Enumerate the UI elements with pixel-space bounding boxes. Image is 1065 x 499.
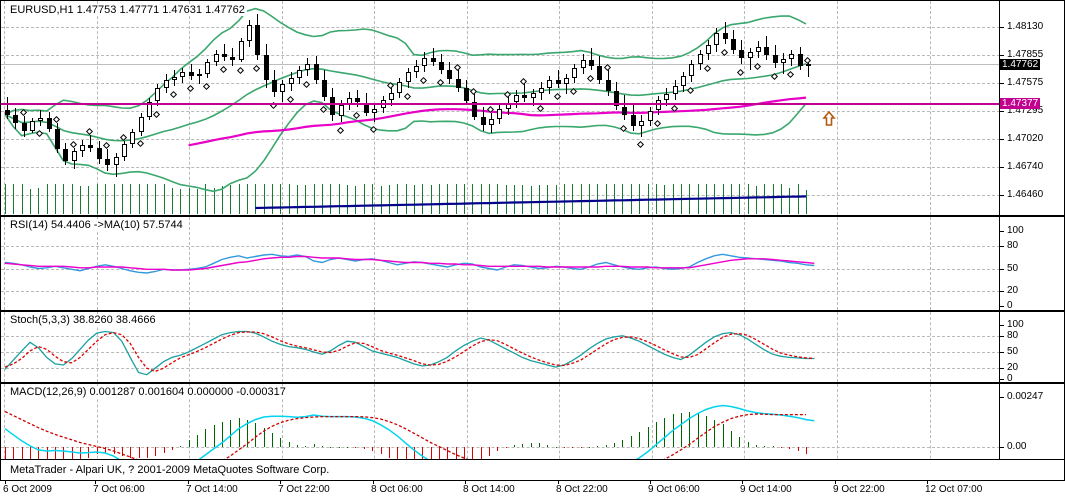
price-chart-panel[interactable]: EURUSD,H1 1.47753 1.47771 1.47631 1.4776… — [0, 0, 1065, 216]
stochastic-axis-label: 100 — [1007, 319, 1024, 330]
last-price-label: 1.47762 — [1000, 59, 1041, 71]
time-axis-label: 8 Oct 06:00 — [371, 484, 423, 495]
time-axis-label: 7 Oct 14:00 — [186, 484, 238, 495]
macd-axis-label: 0.00247 — [1007, 391, 1044, 402]
status-bar-text: MetaTrader - Alpari UK, ? 2001-2009 Meta… — [10, 464, 330, 476]
price-axis-label: 1.47295 — [1007, 105, 1044, 116]
time-axis-label: 8 Oct 14:00 — [463, 484, 515, 495]
rsi-axis[interactable]: 100 80 50 20 0 — [999, 217, 1064, 311]
price-axis-label: 1.48130 — [1007, 21, 1044, 33]
time-axis-label: 9 Oct 14:00 — [740, 484, 792, 495]
time-axis-label: 9 Oct 22:00 — [833, 484, 885, 495]
rsi-axis-label: 50 — [1007, 262, 1019, 274]
macd-axis-label: 0.00 — [1007, 440, 1027, 452]
stochastic-panel[interactable]: Stoch(5,3,3) 38.8260 38.4666 100 80 50 20 0 — [0, 311, 1065, 384]
stochastic-title: Stoch(5,3,3) 38.8260 38.4666 — [8, 314, 158, 326]
rsi-axis-label: 20 — [1007, 285, 1019, 296]
time-axis-label: 9 Oct 06:00 — [648, 484, 700, 495]
time-axis-label: 6 Oct 2009 — [3, 484, 52, 495]
rsi-axis-label: 0 — [1007, 300, 1013, 311]
time-axis-label: 12 Oct 07:00 — [925, 484, 983, 495]
status-bar: MetaTrader - Alpari UK, ? 2001-2009 Meta… — [1, 459, 1064, 480]
stochastic-axis[interactable]: 100 80 50 20 0 — [999, 312, 1064, 384]
time-axis-label: 7 Oct 22:00 — [278, 484, 330, 495]
price-axis-label: 1.46460 — [1007, 188, 1044, 200]
price-axis-label: 1.47020 — [1007, 132, 1044, 144]
horizontal-price-line — [1, 102, 1000, 105]
rsi-axis-label: 80 — [1007, 240, 1019, 251]
stochastic-axis-label: 20 — [1007, 362, 1019, 374]
price-axis-label: 1.47575 — [1007, 76, 1044, 88]
symbol-header: EURUSD,H1 1.47753 1.47771 1.47631 1.4776… — [8, 4, 247, 16]
rsi-axis-label: 100 — [1007, 225, 1024, 236]
rsi-title: RSI(14) 54.4406 ->MA(10) 57.5744 — [8, 219, 185, 231]
horizontal-line-price-label: 1.47377 — [1000, 97, 1041, 109]
macd-title: MACD(12,26,9) 0.001287 0.001604 0.000000… — [8, 386, 288, 398]
stochastic-axis-label: 80 — [1007, 329, 1019, 341]
price-axis-label: 1.46740 — [1007, 160, 1044, 172]
time-axis-label: 7 Oct 06:00 — [93, 484, 145, 495]
price-axis[interactable]: 1.48130 1.47855 1.47575 1.47295 1.47020 1.467… — [999, 1, 1064, 215]
time-axis[interactable]: 6 Oct 2009 7 Oct 06:00 7 Oct 14:00 7 Oct 22… — [0, 480, 1065, 499]
time-axis-label: 8 Oct 22:00 — [556, 484, 608, 495]
stochastic-axis-label: 50 — [1007, 346, 1019, 357]
arrow-up-marker[interactable] — [822, 110, 836, 127]
stochastic-axis-label: 0 — [1007, 373, 1013, 384]
price-axis-label: 1.47855 — [1007, 48, 1044, 60]
rsi-panel[interactable]: RSI(14) 54.4406 ->MA(10) 57.5744 100 80 50… — [0, 216, 1065, 311]
